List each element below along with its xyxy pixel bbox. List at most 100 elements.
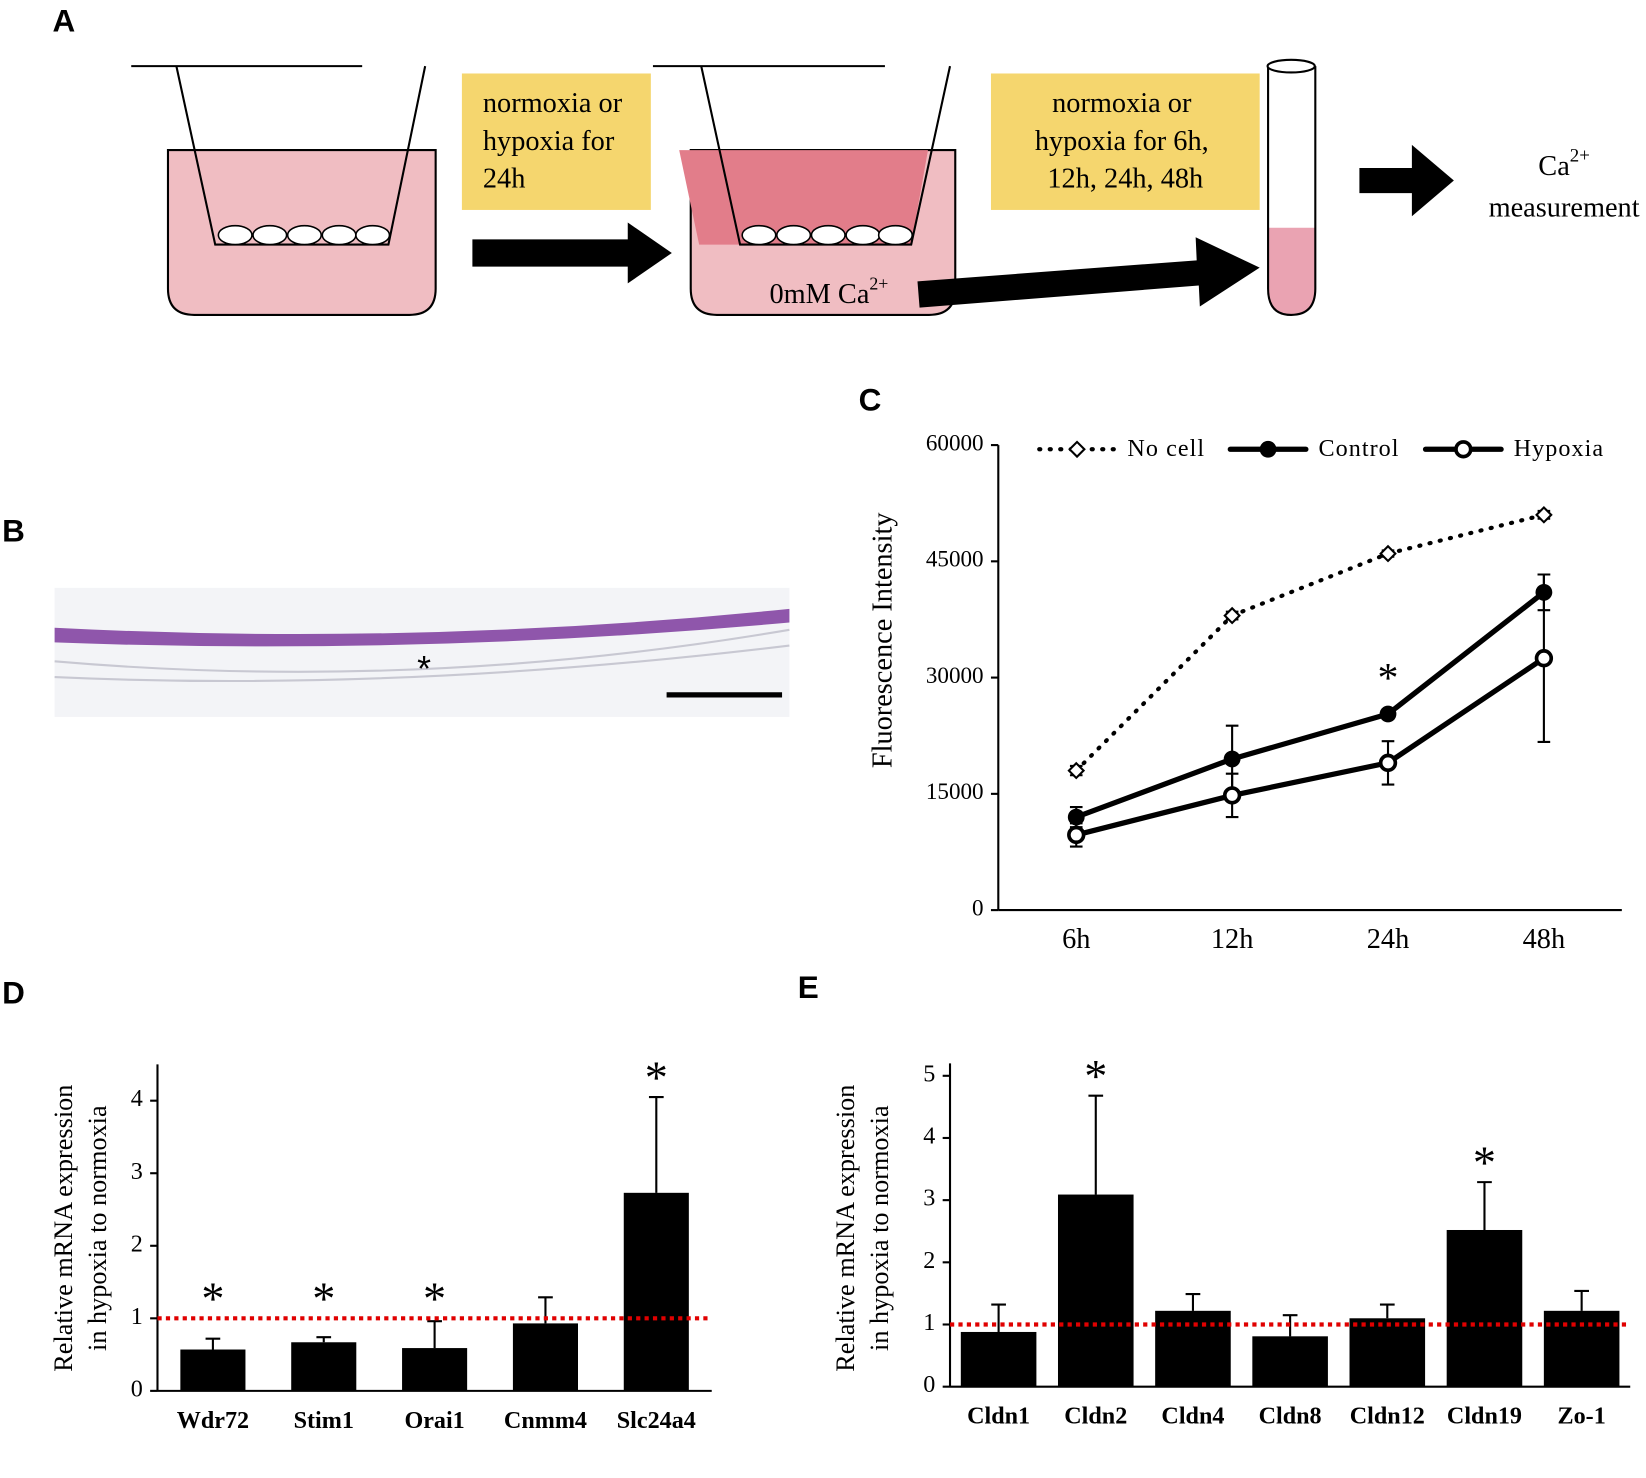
x-tick-label: Cldn8: [1259, 1403, 1322, 1430]
y-tick-label: 60000: [926, 429, 984, 455]
error-bar: [648, 1096, 664, 1193]
series-line: [1073, 589, 1547, 820]
x-tick-label: 12h: [1211, 924, 1254, 955]
significance: *: [312, 1273, 335, 1324]
legend-label: No cell: [1127, 435, 1205, 462]
box-line: normoxia or: [483, 87, 623, 118]
annotation: *: [417, 649, 431, 689]
bar: [402, 1348, 468, 1391]
panel-label: B: [2, 513, 25, 549]
marker: [1534, 649, 1554, 668]
marker: [1379, 544, 1397, 563]
condition-box: [990, 73, 1260, 210]
y-tick-label: 30000: [926, 662, 984, 688]
legend-label: Control: [1318, 435, 1399, 462]
y-axis-label: in hypoxia to normoxia: [865, 1105, 894, 1351]
bar: [623, 1192, 689, 1391]
box-line: hypoxia for 6h,: [1035, 125, 1209, 156]
significance: *: [1378, 656, 1399, 702]
y-tick-label: 5: [923, 1060, 935, 1087]
error-bar: [1379, 1303, 1395, 1319]
x-tick-label: Slc24a4: [617, 1407, 696, 1434]
diagram: normoxia or hypoxia for 24h normoxia or …: [131, 58, 1640, 316]
y-axis-label: Relative mRNA expression: [49, 1085, 78, 1372]
superscript: 2+: [1570, 146, 1590, 167]
y-axis-label: Relative mRNA expression: [831, 1085, 860, 1372]
panel-label: E: [798, 969, 819, 1005]
legend-label: Hypoxia: [1514, 435, 1604, 462]
y-tick-label: 4: [923, 1123, 935, 1150]
marker: [1378, 753, 1398, 773]
medium-label: 0mM Ca2+: [769, 274, 888, 310]
x-tick-label: Orai1: [404, 1407, 464, 1434]
significance: *: [1473, 1137, 1496, 1188]
marker: [1259, 440, 1277, 458]
bar: [1446, 1229, 1523, 1387]
y-tick-label: 3: [131, 1158, 143, 1185]
y-tick-label: 0: [131, 1375, 143, 1402]
marker: [1379, 705, 1397, 723]
panel-label: D: [2, 974, 25, 1010]
x-tick-label: Wdr72: [177, 1407, 249, 1434]
y-tick-label: 1: [923, 1309, 935, 1336]
panel-label: A: [53, 2, 76, 38]
error-bar: [427, 1320, 442, 1349]
marker: [1223, 750, 1241, 768]
y-tick-label: 0: [923, 1371, 935, 1398]
error-bar: [1477, 1181, 1492, 1230]
significance: *: [201, 1273, 224, 1324]
x-tick-label: Stim1: [294, 1407, 354, 1434]
box-text: normoxia or hypoxia for 24h: [483, 87, 629, 194]
readout-label: Ca2+: [1538, 146, 1590, 182]
y-tick-label: 4: [131, 1085, 143, 1112]
bar: [1349, 1318, 1426, 1387]
panel-label: C: [859, 381, 882, 417]
x-tick-label: Cldn1: [967, 1403, 1030, 1430]
superscript: 2+: [869, 274, 888, 294]
cells: [217, 224, 391, 246]
arrow: [1359, 144, 1454, 217]
y-tick-label: 0: [972, 894, 984, 920]
x-tick-label: 6h: [1062, 924, 1090, 955]
box-line: 24h: [483, 163, 525, 194]
error-bar: [1185, 1292, 1201, 1311]
readout-text: Ca: [1538, 150, 1570, 181]
bar: [291, 1342, 357, 1391]
error-bar: [1088, 1094, 1104, 1195]
x-tick-label: Zo-1: [1558, 1403, 1606, 1430]
box-line: hypoxia for: [483, 125, 615, 156]
x-tick-label: Cldn19: [1447, 1403, 1522, 1430]
marker: [1067, 825, 1086, 845]
bar: [960, 1331, 1037, 1387]
bar: [1057, 1194, 1134, 1387]
tissue: [54, 628, 790, 683]
bar: [1155, 1310, 1231, 1387]
error-bar: [991, 1303, 1006, 1332]
bar: [180, 1349, 246, 1391]
arrow: [917, 237, 1260, 308]
series-line: [1073, 655, 1547, 838]
y-tick-label: 45000: [926, 546, 984, 572]
cells: [741, 224, 914, 246]
condition-box: [461, 73, 651, 210]
bar: [1543, 1310, 1620, 1387]
marker: [1067, 808, 1085, 826]
marker: [1535, 506, 1553, 524]
x-tick-label: Cldn2: [1064, 1403, 1127, 1430]
marker: [1067, 761, 1086, 780]
micrograph: *: [54, 587, 790, 717]
error-bar: [205, 1337, 221, 1350]
insert-medium: [679, 150, 928, 245]
tube-top: [1266, 58, 1316, 74]
x-tick-label: Cldn12: [1350, 1403, 1425, 1430]
tube: [1267, 66, 1317, 316]
marker: [1222, 786, 1242, 805]
marker: [1454, 440, 1473, 459]
x-tick-label: 24h: [1367, 924, 1410, 955]
y-tick-label: 1: [131, 1303, 143, 1330]
error-bar: [316, 1336, 332, 1343]
arrow: [472, 222, 672, 284]
marker: [1223, 606, 1241, 625]
